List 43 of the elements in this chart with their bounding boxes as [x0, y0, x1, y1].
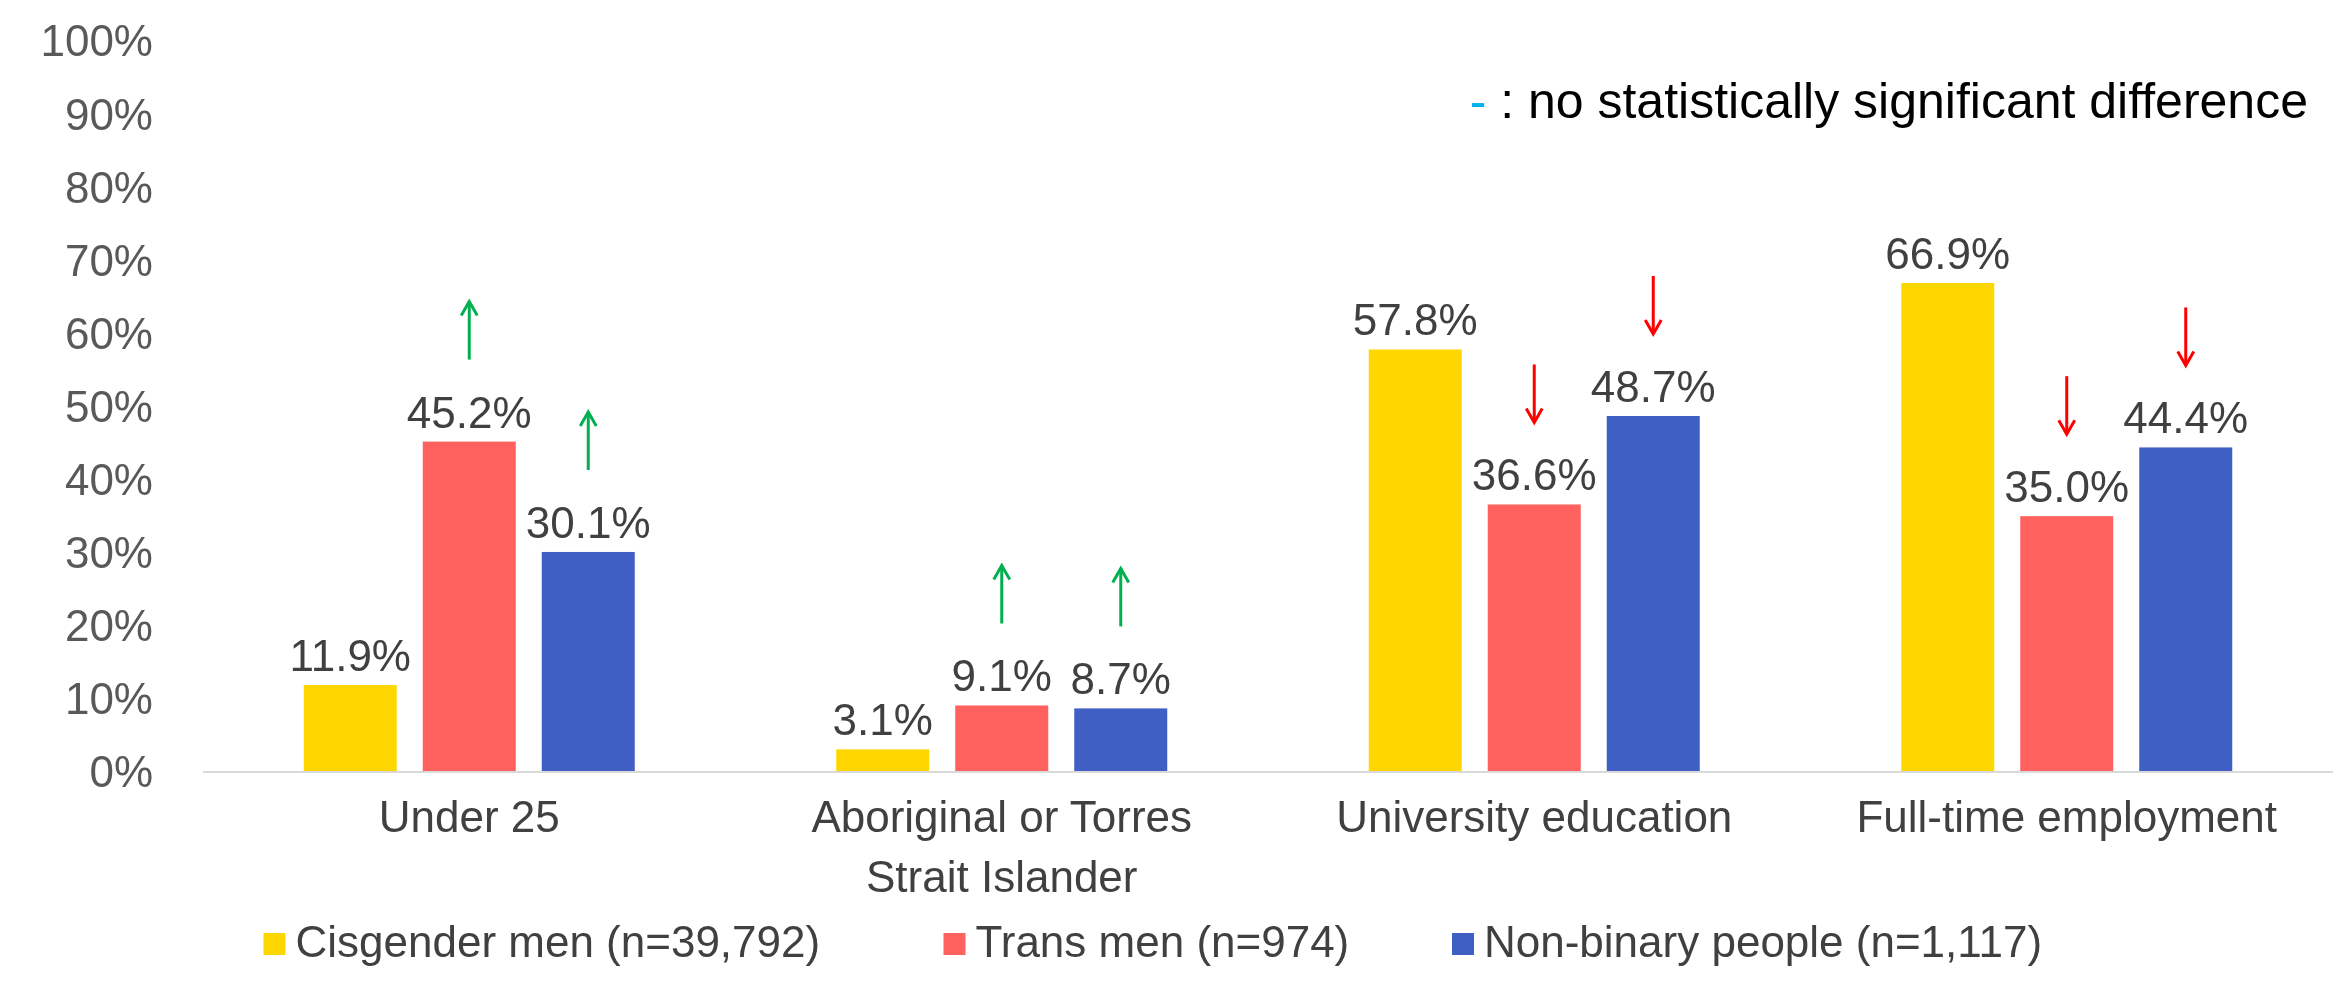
data-label: 57.8%	[1352, 295, 1478, 345]
data-label: 30.1%	[525, 497, 651, 547]
x-tick-label: Full-time employment	[1856, 792, 2278, 841]
bar	[1368, 349, 1462, 772]
annotation: - : no statistically significant difference	[1469, 73, 2308, 129]
data-label: 36.6%	[1471, 450, 1597, 500]
data-label: 11.9%	[289, 631, 411, 681]
y-tick-label: 100%	[40, 16, 153, 66]
y-tick-label: 40%	[64, 455, 153, 504]
data-label: 44.4%	[2123, 393, 2249, 443]
y-tick-label: 60%	[64, 308, 153, 358]
y-tick-label: 80%	[64, 162, 153, 212]
y-tick-label: 30%	[64, 528, 153, 578]
y-tick-label: 90%	[64, 89, 153, 139]
data-label: 8.7%	[1070, 654, 1171, 704]
bar	[541, 551, 635, 772]
bar	[303, 685, 397, 772]
data-label: 3.1%	[832, 695, 933, 745]
x-tick-label: Aboriginal or Torres Strait Islander	[811, 792, 1193, 901]
legend-label: Non-binary people (n=1,117)	[1484, 917, 2043, 966]
bar	[2020, 516, 2114, 772]
y-tick-label: 20%	[64, 601, 153, 651]
bar	[1901, 282, 1995, 772]
x-tick-label: Under 25	[378, 792, 560, 841]
bar	[955, 705, 1049, 772]
bar	[1487, 504, 1581, 772]
bar	[1074, 708, 1168, 772]
data-label: 45.2%	[406, 387, 532, 437]
y-tick-label: 50%	[64, 381, 153, 431]
x-tick-label: University education	[1336, 792, 1733, 841]
data-label: 35.0%	[2004, 462, 2130, 512]
y-tick-label: 70%	[64, 235, 153, 285]
bar	[2139, 447, 2233, 772]
y-tick-label: 10%	[64, 674, 153, 724]
bar	[836, 749, 930, 772]
legend-label: Trans men (n=974)	[975, 917, 1350, 966]
data-label: 66.9%	[1885, 228, 2011, 278]
bar	[1606, 416, 1700, 772]
data-label: 48.7%	[1590, 362, 1716, 411]
y-tick-label: 0%	[89, 747, 153, 797]
bar	[422, 441, 516, 772]
legend-label: Cisgender men (n=39,792)	[295, 917, 821, 966]
data-label: 9.1%	[951, 651, 1052, 701]
